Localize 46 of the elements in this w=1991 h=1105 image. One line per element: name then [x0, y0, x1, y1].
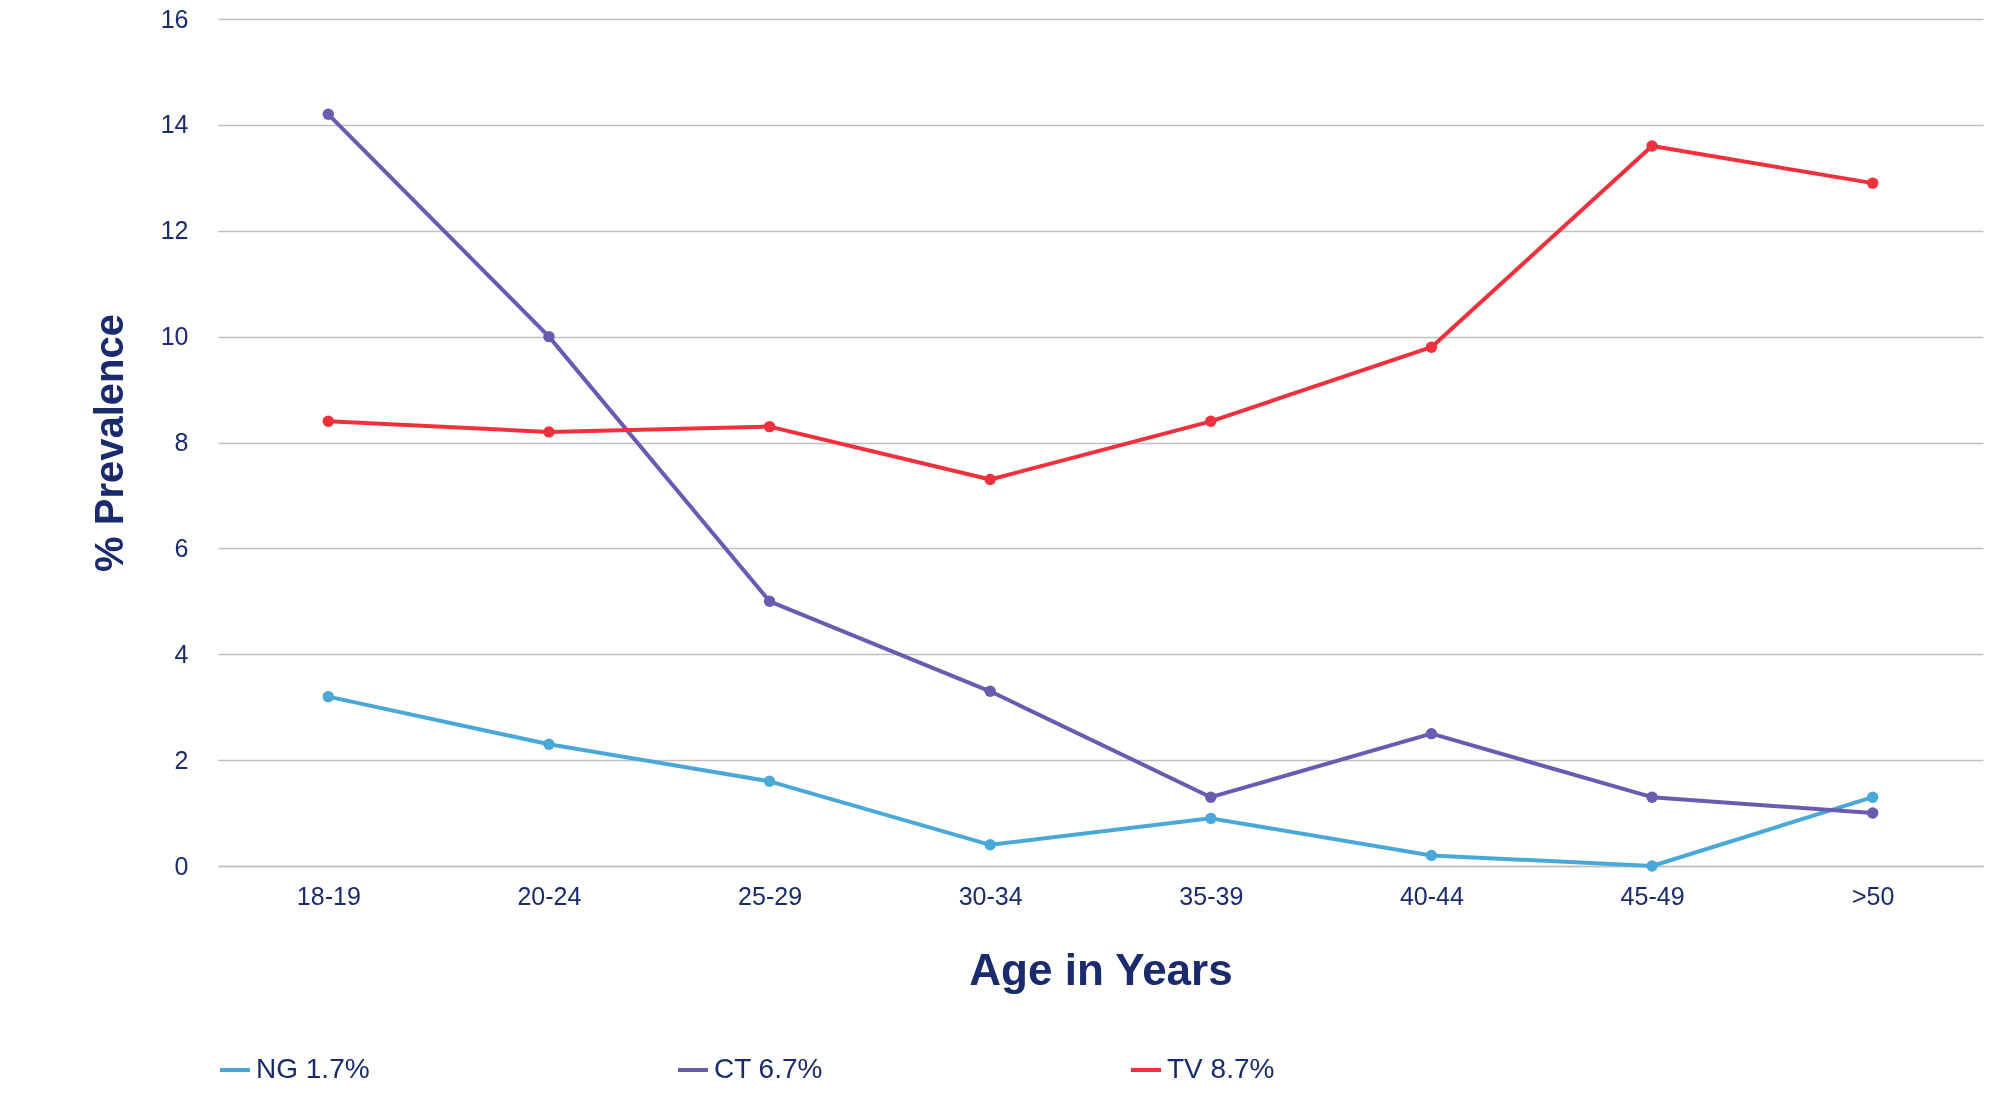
point: [984, 473, 996, 486]
y-tick-label: 2: [174, 745, 189, 774]
y-tick-label: 6: [174, 533, 189, 562]
point: [1866, 791, 1879, 803]
point: [1205, 812, 1217, 825]
point: [543, 330, 555, 343]
point: [322, 108, 335, 120]
point: [1646, 860, 1658, 872]
y-tick-label: 4: [174, 639, 189, 668]
x-tick-label: 18-19: [296, 881, 361, 910]
point: [1425, 727, 1438, 740]
point: [543, 426, 555, 438]
y-tick-label: 8: [174, 428, 189, 456]
x-axis-title: Age in Years: [969, 944, 1233, 994]
point: [543, 738, 555, 750]
point: [984, 839, 996, 851]
point: [763, 775, 776, 787]
y-tick-label: 0: [174, 851, 189, 880]
point: [1205, 791, 1217, 803]
point: [322, 690, 335, 703]
y-tick-label: 14: [160, 110, 189, 139]
y-tick-label: 10: [160, 322, 189, 351]
legend-label: TV 8.7%: [1167, 1053, 1275, 1084]
x-tick-label: >50: [1851, 881, 1895, 910]
x-tick-label: 45-49: [1620, 881, 1685, 910]
point: [322, 415, 335, 428]
y-tick-label: 12: [160, 216, 189, 245]
x-tick-label: 25-29: [738, 881, 803, 910]
x-tick-label: 35-39: [1179, 881, 1244, 910]
legend-label: NG 1.7%: [256, 1053, 370, 1084]
x-tick-label: 30-34: [958, 881, 1023, 910]
point: [1866, 807, 1879, 819]
point: [763, 420, 776, 433]
point: [1205, 415, 1217, 428]
point: [1646, 791, 1658, 803]
y-axis-title: % Prevalence: [86, 314, 131, 572]
x-tick-label: 20-24: [517, 881, 582, 910]
point: [1425, 341, 1438, 353]
x-tick-label: 40-44: [1399, 881, 1464, 910]
point: [1866, 177, 1879, 189]
legend-label: CT 6.7%: [714, 1053, 823, 1084]
point: [984, 685, 996, 697]
y-tick-label: 16: [160, 4, 189, 33]
point: [1425, 849, 1438, 862]
point: [763, 595, 776, 607]
point: [1646, 140, 1658, 152]
